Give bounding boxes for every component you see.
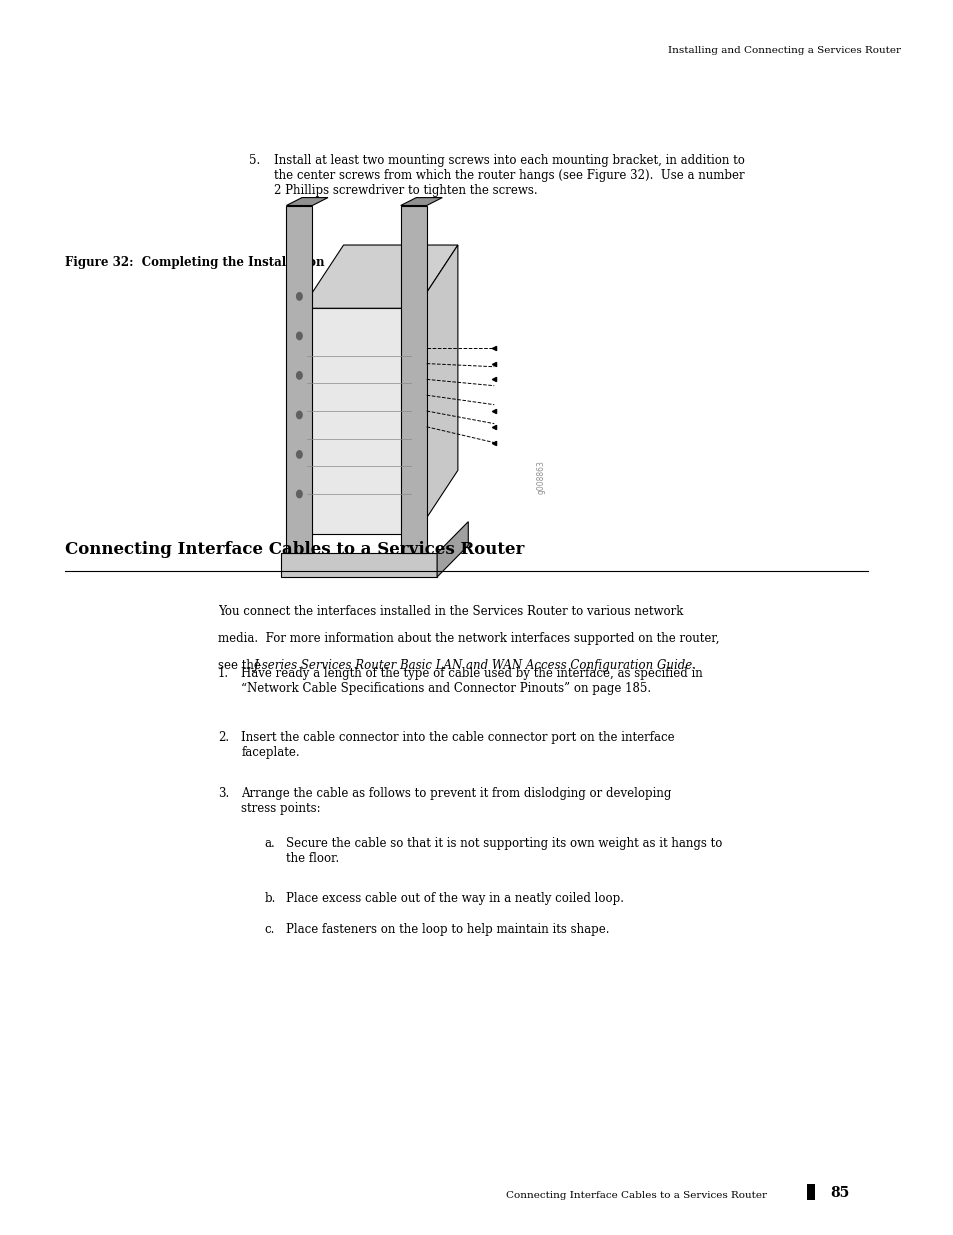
Circle shape (296, 490, 302, 498)
Text: Arrange the cable as follows to prevent it from dislodging or developing
stress : Arrange the cable as follows to prevent … (241, 787, 671, 815)
Text: 85: 85 (830, 1187, 849, 1200)
Text: You connect the interfaces installed in the Services Router to various network: You connect the interfaces installed in … (218, 605, 682, 619)
Polygon shape (286, 205, 312, 553)
Polygon shape (302, 309, 416, 534)
Text: Figure 32:  Completing the Installation: Figure 32: Completing the Installation (65, 256, 324, 269)
Polygon shape (286, 198, 328, 205)
Polygon shape (400, 205, 426, 553)
Text: Insert the cable connector into the cable connector port on the interface
facepl: Insert the cable connector into the cabl… (241, 731, 674, 760)
Text: c.: c. (264, 923, 274, 936)
Text: Have ready a length of the type of cable used by the interface, as specified in
: Have ready a length of the type of cable… (241, 667, 702, 695)
Circle shape (296, 411, 302, 419)
Text: Place excess cable out of the way in a neatly coiled loop.: Place excess cable out of the way in a n… (286, 892, 623, 905)
Text: Place fasteners on the loop to help maintain its shape.: Place fasteners on the loop to help main… (286, 923, 609, 936)
Text: 2.: 2. (218, 731, 229, 745)
Text: J-series Services Router Basic LAN and WAN Access Configuration Guide.: J-series Services Router Basic LAN and W… (253, 659, 697, 673)
Polygon shape (302, 245, 457, 309)
Text: b.: b. (264, 892, 275, 905)
Text: media.  For more information about the network interfaces supported on the route: media. For more information about the ne… (218, 632, 719, 646)
Circle shape (296, 332, 302, 340)
Polygon shape (436, 521, 468, 577)
Text: Connecting Interface Cables to a Services Router: Connecting Interface Cables to a Service… (505, 1192, 766, 1200)
Text: see the: see the (218, 659, 264, 673)
Circle shape (296, 451, 302, 458)
Text: g008863: g008863 (536, 459, 545, 494)
Polygon shape (281, 553, 436, 577)
Text: 1.: 1. (218, 667, 229, 680)
Text: a.: a. (264, 837, 275, 851)
Text: Installing and Connecting a Services Router: Installing and Connecting a Services Rou… (667, 46, 901, 54)
Text: Secure the cable so that it is not supporting its own weight as it hangs to
the : Secure the cable so that it is not suppo… (286, 837, 721, 866)
Text: 3.: 3. (218, 787, 229, 800)
Polygon shape (416, 245, 457, 534)
Text: Install at least two mounting screws into each mounting bracket, in addition to
: Install at least two mounting screws int… (274, 154, 744, 198)
Circle shape (296, 372, 302, 379)
Text: Connecting Interface Cables to a Services Router: Connecting Interface Cables to a Service… (65, 541, 524, 558)
Polygon shape (400, 198, 442, 205)
Bar (806, 1184, 814, 1200)
Circle shape (296, 293, 302, 300)
Text: 5.: 5. (249, 154, 259, 168)
